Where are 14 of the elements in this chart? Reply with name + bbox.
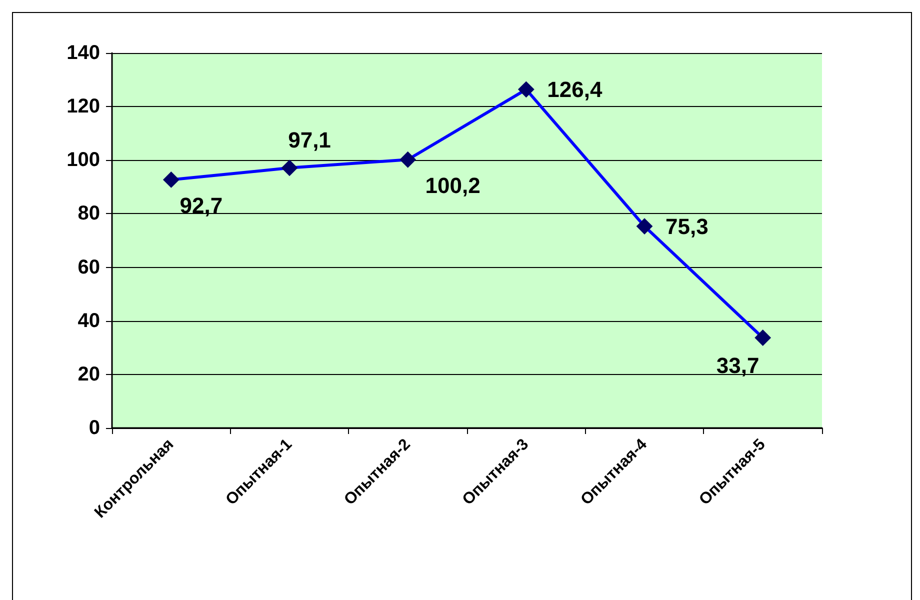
y-tick-label: 20: [78, 363, 100, 386]
y-tick-label: 120: [66, 96, 100, 118]
data-label: 126,4: [547, 76, 603, 102]
data-label: 100,2: [425, 173, 480, 198]
y-tick-label: 40: [78, 310, 100, 332]
y-tick-label: 60: [78, 256, 100, 278]
y-tick-label: 100: [66, 149, 100, 172]
data-label: 97,1: [288, 127, 331, 152]
data-label: 33,7: [716, 353, 760, 378]
y-tick-label: 0: [88, 417, 100, 439]
y-tick-label: 140: [66, 42, 100, 64]
y-tick-label: 80: [78, 202, 100, 225]
data-label: 92,7: [180, 193, 223, 218]
data-label: 75,3: [666, 214, 708, 239]
